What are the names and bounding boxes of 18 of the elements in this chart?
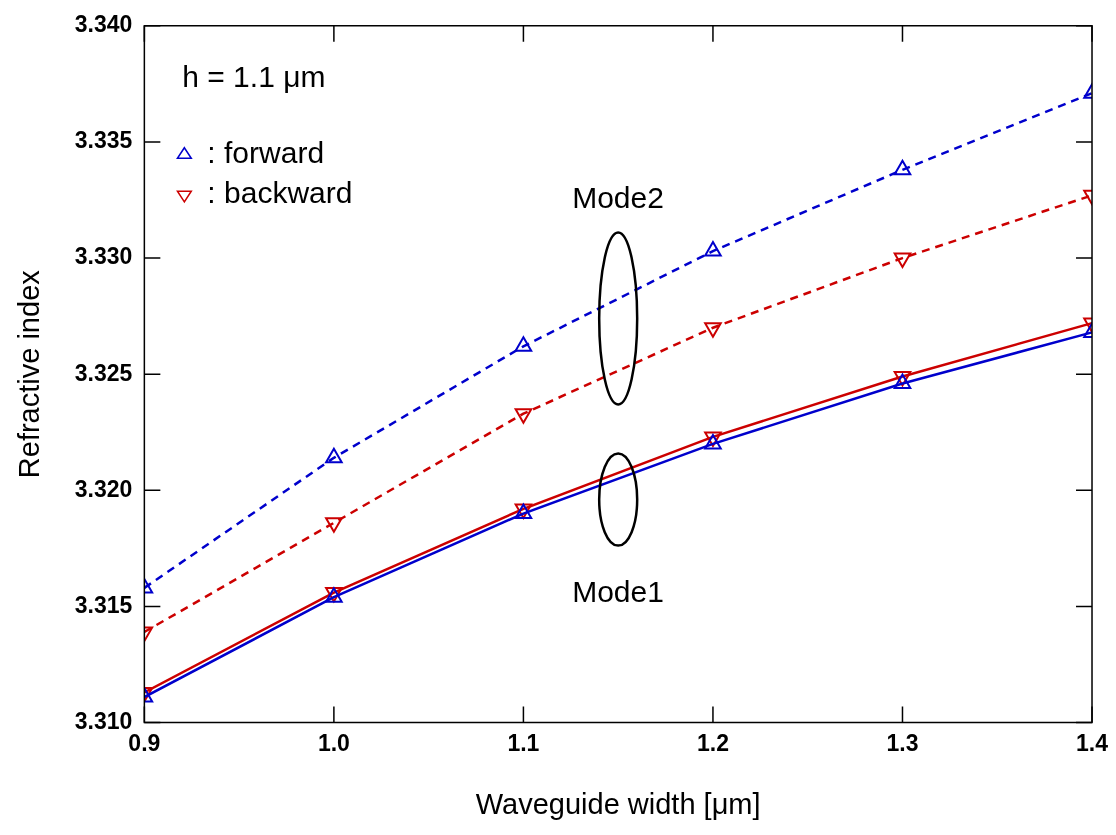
x-tick-label: 1.0 xyxy=(317,729,350,756)
y-tick-label: 3.335 xyxy=(74,127,133,154)
x-tick-label: 1.2 xyxy=(696,729,729,756)
x-tick-label: 1.3 xyxy=(886,729,919,756)
annotation: Mode1 xyxy=(572,574,664,609)
y-tick-label: 3.340 xyxy=(74,11,133,38)
x-axis-title: Waveguide width [μm] xyxy=(475,787,761,820)
y-tick-label: 3.330 xyxy=(74,243,133,270)
annotation: h = 1.1 μm xyxy=(182,60,326,95)
y-tick-label: 3.315 xyxy=(74,591,133,618)
y-tick-label: 3.325 xyxy=(74,359,133,386)
annotation: Mode2 xyxy=(572,181,664,216)
x-tick-label: 1.4 xyxy=(1076,729,1109,756)
y-tick-label: 3.320 xyxy=(74,475,133,502)
legend-label: : backward xyxy=(207,176,353,210)
legend-label: : forward xyxy=(207,136,325,170)
x-tick-label: 1.1 xyxy=(507,729,540,756)
y-axis-title: Refractive index xyxy=(13,269,46,479)
